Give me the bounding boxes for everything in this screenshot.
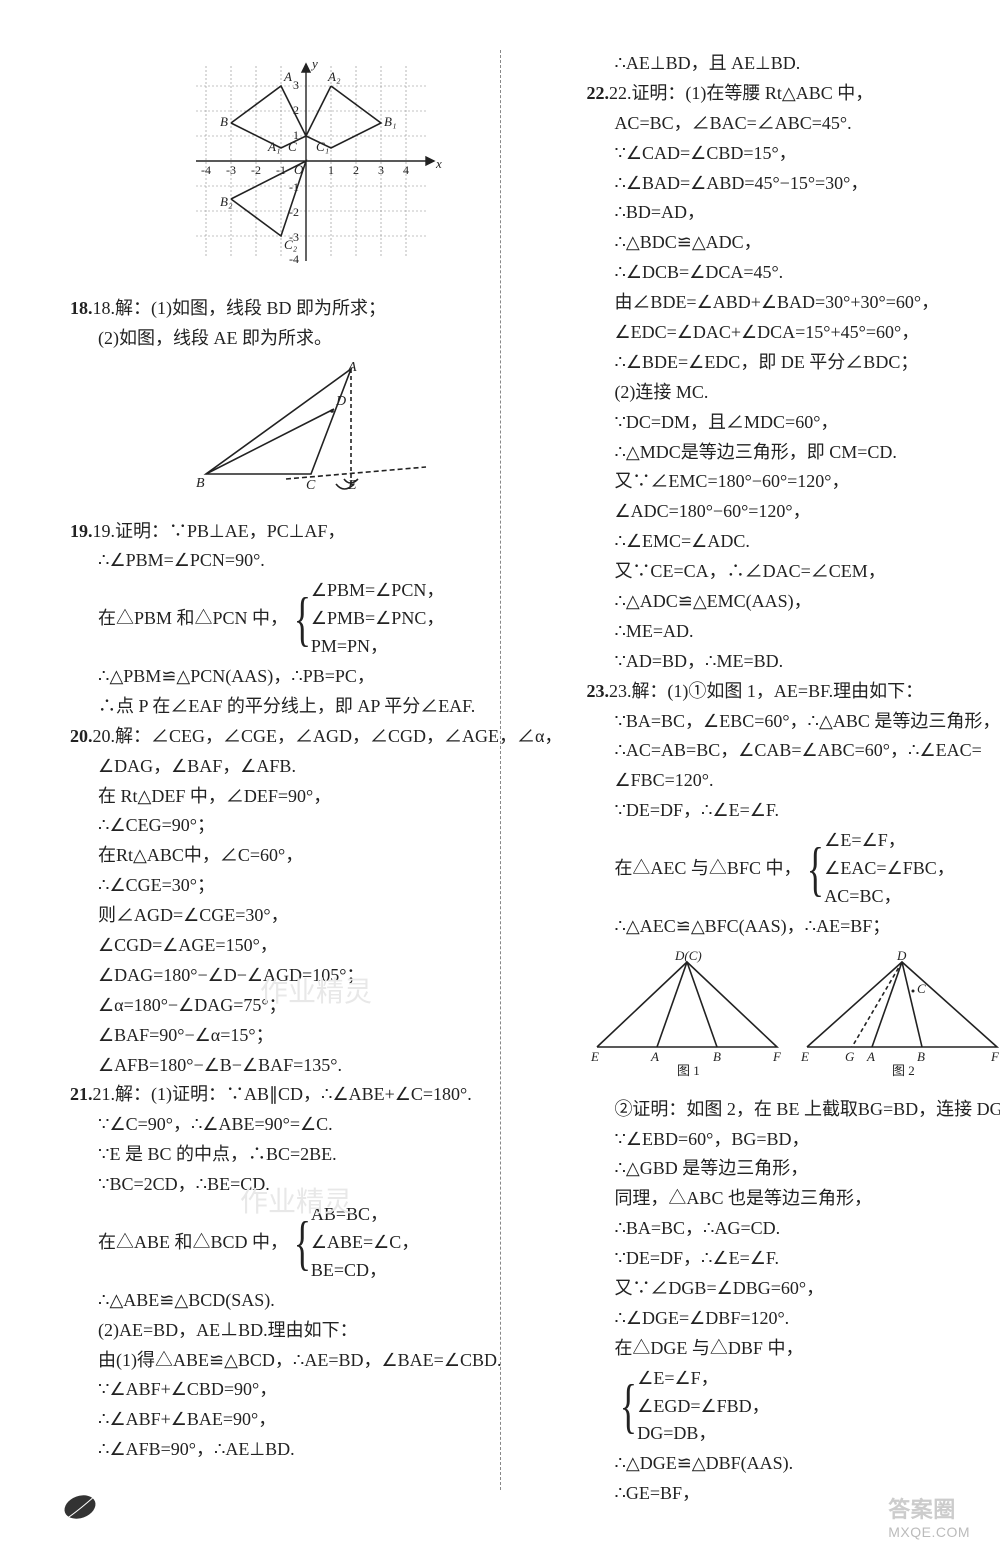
svg-text:x: x	[435, 156, 442, 171]
svg-text:E: E	[800, 1049, 809, 1064]
q23-brace-label: 在△AEC 与△BFC 中，	[614, 855, 801, 883]
brace-icon: {	[620, 1376, 637, 1436]
svg-text:3: 3	[378, 163, 384, 177]
svg-text:A₂: A₂	[327, 69, 341, 84]
svg-text:B₂: B₂	[220, 194, 233, 209]
q21-brace-body: AB=BC， ∠ABE=∠C， BE=CD，	[311, 1201, 419, 1285]
q18-head: 18.18.解：(1)如图，线段 BD 即为所求；	[70, 295, 562, 323]
svg-text:D: D	[896, 948, 907, 963]
svg-text:F: F	[990, 1049, 1000, 1064]
svg-text:B: B	[220, 114, 228, 129]
svg-text:D(C): D(C)	[674, 948, 702, 963]
q20-head: 20.20.解：∠CEG，∠CGE，∠AGD，∠CGD，∠AGE，∠α，	[70, 723, 562, 751]
right-column: ∴AE⊥BD，且 AE⊥BD. 22.22.证明：(1)在等腰 Rt△ABC 中…	[586, 50, 1000, 1510]
q23-brace-body: ∠E=∠F， ∠EAC=∠FBC， AC=BC，	[824, 827, 954, 911]
svg-text:F: F	[772, 1049, 782, 1064]
svg-text:B: B	[917, 1049, 925, 1064]
svg-text:4: 4	[403, 163, 409, 177]
svg-text:-2: -2	[251, 163, 261, 177]
svg-text:G: G	[845, 1049, 855, 1064]
svg-text:A: A	[283, 69, 292, 84]
svg-text:-4: -4	[289, 252, 299, 266]
q21-brace-label: 在△ABE 和△BCD 中，	[98, 1229, 288, 1257]
q19-brace-body: ∠PBM=∠PCN， ∠PMB=∠PNC， PM=PN，	[311, 577, 444, 661]
svg-text:O: O	[294, 162, 304, 177]
figure-q18: A B C D E	[70, 359, 562, 508]
svg-text:-3: -3	[289, 230, 299, 244]
svg-text:1: 1	[293, 128, 299, 142]
figure-q23-pair: D(C) E A B F D C E G A B F 图 1 图 2	[586, 947, 1000, 1086]
column-divider	[500, 50, 501, 1490]
brace-icon: {	[294, 589, 311, 649]
q19-brace-label: 在△PBM 和△PCN 中，	[98, 605, 288, 633]
q22-head: 22.22.证明：(1)在等腰 Rt△ABC 中，	[586, 80, 1000, 108]
q23-head: 23.23.解：(1)①如图 1，AE=BF.理由如下：	[586, 678, 1000, 706]
svg-text:-1: -1	[276, 163, 286, 177]
svg-text:B₁: B₁	[384, 114, 396, 129]
svg-text:D: D	[335, 394, 346, 409]
brace-icon: {	[294, 1213, 311, 1273]
leaf-icon	[60, 1489, 102, 1530]
svg-text:-2: -2	[289, 205, 299, 219]
svg-text:A₁: A₁	[267, 139, 280, 154]
svg-text:A: A	[347, 360, 357, 375]
svg-text:2: 2	[293, 103, 299, 117]
svg-text:C: C	[917, 981, 926, 996]
q23-brace2-body: ∠E=∠F， ∠EGD=∠FBD， DG=DB，	[637, 1365, 769, 1449]
svg-text:图 2: 图 2	[892, 1063, 915, 1077]
svg-text:B: B	[713, 1049, 721, 1064]
svg-text:A: A	[866, 1049, 875, 1064]
svg-text:A: A	[650, 1049, 659, 1064]
left-column: A A₂ B B₁ A₁C C₁ O B₂ C₂ x y -4-3-2-1 12…	[70, 50, 562, 1510]
svg-text:1: 1	[328, 163, 334, 177]
svg-text:E: E	[590, 1049, 599, 1064]
footer-brand: 答案圈 MXQE.COM	[888, 1492, 970, 1540]
svg-text:C: C	[306, 478, 316, 493]
svg-text:-4: -4	[201, 163, 211, 177]
svg-text:-1: -1	[289, 180, 299, 194]
q21-head: 21.21.解：(1)证明：∵AB∥CD，∴∠ABE+∠C=180°.	[70, 1081, 562, 1109]
svg-text:-3: -3	[226, 163, 236, 177]
svg-text:y: y	[310, 56, 318, 71]
svg-text:图 1: 图 1	[677, 1063, 700, 1077]
svg-text:2: 2	[353, 163, 359, 177]
svg-text:3: 3	[293, 78, 299, 92]
q18-l2: (2)如图，线段 AE 即为所求。	[70, 325, 562, 353]
svg-text:B: B	[196, 476, 205, 491]
q19-head: 19.19.证明：∵PB⊥AE，PC⊥AF，	[70, 518, 562, 546]
svg-text:E: E	[347, 478, 357, 493]
svg-text:C₁: C₁	[316, 139, 329, 154]
figure-q17-grid: A A₂ B B₁ A₁C C₁ O B₂ C₂ x y -4-3-2-1 12…	[70, 56, 562, 285]
brace-icon: {	[807, 839, 824, 899]
